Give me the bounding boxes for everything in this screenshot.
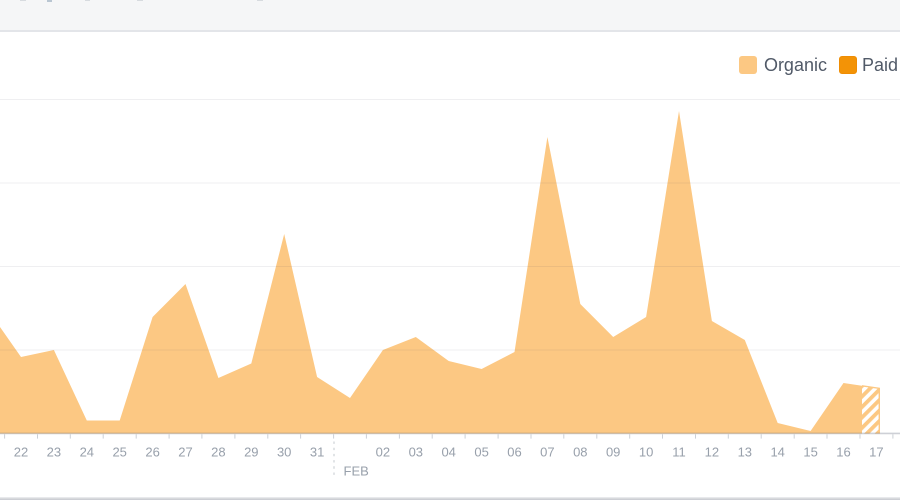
svg-text:12: 12 xyxy=(705,445,719,460)
svg-text:15: 15 xyxy=(803,445,817,460)
svg-text:08: 08 xyxy=(573,445,587,460)
svg-text:07: 07 xyxy=(540,445,554,460)
svg-text:03: 03 xyxy=(409,445,423,460)
svg-text:23: 23 xyxy=(47,445,61,460)
svg-text:FEB: FEB xyxy=(344,464,369,479)
svg-text:24: 24 xyxy=(80,445,94,460)
svg-text:28: 28 xyxy=(211,445,225,460)
svg-text:22: 22 xyxy=(14,445,28,460)
svg-text:06: 06 xyxy=(507,445,521,460)
svg-text:10: 10 xyxy=(639,445,653,460)
svg-text:27: 27 xyxy=(178,445,192,460)
svg-text:25: 25 xyxy=(112,445,126,460)
svg-text:31: 31 xyxy=(310,445,324,460)
svg-text:26: 26 xyxy=(145,445,159,460)
svg-text:16: 16 xyxy=(836,445,850,460)
svg-text:09: 09 xyxy=(606,445,620,460)
svg-text:05: 05 xyxy=(474,445,488,460)
svg-text:04: 04 xyxy=(441,445,455,460)
svg-text:17: 17 xyxy=(869,445,883,460)
svg-text:02: 02 xyxy=(376,445,390,460)
svg-text:29: 29 xyxy=(244,445,258,460)
svg-text:30: 30 xyxy=(277,445,291,460)
svg-text:13: 13 xyxy=(738,445,752,460)
svg-text:11: 11 xyxy=(672,445,686,460)
svg-text:14: 14 xyxy=(770,445,784,460)
